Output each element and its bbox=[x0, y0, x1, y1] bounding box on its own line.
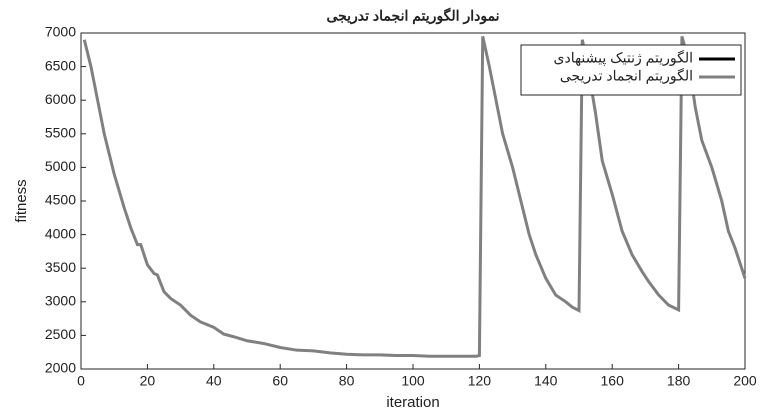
legend-label: الگوریتم انجماد تدریجی bbox=[560, 68, 693, 85]
x-tick-label: 140 bbox=[534, 373, 558, 389]
x-tick-label: 80 bbox=[339, 373, 355, 389]
y-tick-label: 4000 bbox=[45, 225, 76, 241]
x-tick-label: 160 bbox=[601, 373, 625, 389]
x-tick-label: 0 bbox=[77, 373, 85, 389]
y-tick-label: 4500 bbox=[45, 192, 76, 208]
x-tick-label: 180 bbox=[667, 373, 691, 389]
y-tick-label: 5500 bbox=[45, 125, 76, 141]
y-tick-label: 2000 bbox=[45, 360, 76, 376]
x-tick-label: 120 bbox=[468, 373, 492, 389]
y-tick-label: 5000 bbox=[45, 158, 76, 174]
x-tick-label: 200 bbox=[733, 373, 757, 389]
y-axis-label: fitness bbox=[13, 179, 30, 222]
y-tick-label: 7000 bbox=[45, 24, 76, 40]
y-tick-label: 6000 bbox=[45, 91, 76, 107]
x-tick-label: 40 bbox=[206, 373, 222, 389]
x-tick-label: 100 bbox=[401, 373, 425, 389]
x-axis-label: iteration bbox=[386, 394, 439, 410]
x-tick-label: 60 bbox=[272, 373, 288, 389]
chart-title: نمودار الگوریتم انجماد تدریجی bbox=[326, 8, 499, 25]
y-tick-label: 3000 bbox=[45, 293, 76, 309]
series-line bbox=[82, 35, 747, 358]
legend-label: الگوریتم ژنتیک پیشنهادی bbox=[554, 50, 693, 67]
y-tick-label: 3500 bbox=[45, 259, 76, 275]
y-tick-label: 2500 bbox=[45, 326, 76, 342]
legend-box bbox=[520, 44, 742, 96]
x-tick-label: 20 bbox=[140, 373, 156, 389]
y-tick-label: 6500 bbox=[45, 57, 76, 73]
